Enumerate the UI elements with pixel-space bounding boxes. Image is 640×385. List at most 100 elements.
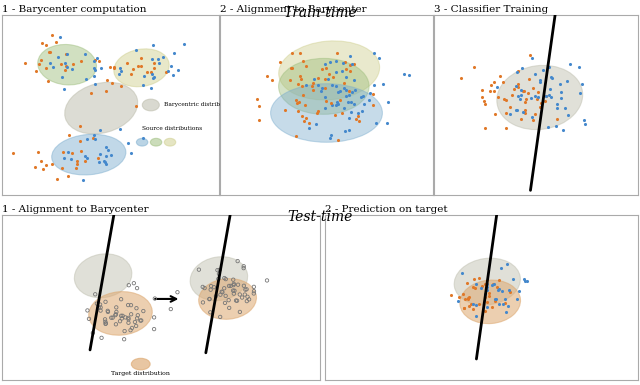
Text: Test-time: Test-time — [287, 210, 353, 224]
Point — [331, 83, 341, 89]
Point — [469, 276, 479, 283]
Point — [80, 158, 90, 164]
Point — [319, 60, 330, 67]
Ellipse shape — [65, 82, 138, 134]
Point — [100, 316, 110, 322]
Point — [351, 116, 362, 122]
Point — [556, 95, 566, 101]
Point — [136, 62, 146, 69]
Point — [487, 282, 497, 288]
Point — [494, 301, 504, 307]
Point — [198, 284, 208, 290]
Point — [249, 290, 259, 296]
Point — [212, 267, 223, 273]
Point — [93, 155, 103, 161]
Point — [538, 67, 548, 73]
Point — [471, 302, 481, 308]
Point — [490, 298, 500, 304]
Point — [146, 69, 156, 75]
Point — [232, 298, 242, 304]
Point — [530, 93, 540, 99]
Point — [219, 285, 229, 291]
Point — [179, 42, 189, 48]
Point — [76, 138, 86, 144]
Point — [516, 92, 526, 99]
Point — [513, 80, 524, 87]
Point — [111, 321, 121, 327]
Point — [462, 296, 472, 302]
Point — [500, 309, 511, 315]
Point — [498, 79, 508, 85]
Ellipse shape — [74, 254, 132, 298]
Point — [132, 63, 143, 69]
Point — [233, 281, 243, 288]
Point — [518, 109, 528, 115]
Point — [533, 94, 543, 100]
Point — [89, 73, 99, 79]
Point — [552, 101, 563, 107]
Point — [340, 93, 351, 99]
Point — [44, 78, 54, 84]
Point — [147, 56, 157, 62]
Point — [220, 275, 230, 281]
Point — [320, 105, 330, 111]
Point — [535, 104, 545, 110]
Point — [123, 302, 133, 308]
Point — [90, 81, 100, 87]
Point — [241, 286, 252, 292]
Point — [106, 315, 116, 321]
Point — [100, 159, 110, 165]
Point — [100, 319, 111, 325]
Point — [369, 50, 379, 57]
Point — [209, 284, 219, 290]
Text: 2 - Alignment to Barycenter: 2 - Alignment to Barycenter — [220, 5, 367, 14]
Point — [131, 323, 141, 329]
Point — [530, 111, 540, 117]
Point — [297, 113, 307, 119]
Point — [56, 74, 67, 80]
Point — [153, 56, 163, 62]
Point — [287, 50, 297, 57]
Point — [20, 60, 30, 66]
Point — [516, 65, 527, 71]
Point — [490, 296, 500, 303]
Point — [149, 74, 159, 80]
Point — [116, 68, 126, 74]
Point — [100, 321, 111, 327]
Point — [29, 164, 40, 170]
Point — [462, 280, 472, 286]
Point — [61, 64, 72, 70]
Point — [323, 76, 333, 82]
Point — [51, 39, 61, 45]
Point — [368, 90, 378, 97]
Point — [126, 71, 136, 77]
Point — [331, 102, 341, 108]
Text: Barycentric distribution: Barycentric distribution — [164, 102, 235, 107]
Point — [108, 315, 118, 321]
Point — [468, 301, 478, 307]
Point — [8, 149, 18, 156]
Point — [223, 297, 234, 303]
Point — [479, 308, 490, 314]
Point — [130, 319, 140, 325]
Point — [335, 88, 346, 94]
Point — [301, 82, 312, 89]
Point — [60, 154, 70, 161]
Point — [142, 69, 152, 75]
Point — [465, 301, 476, 307]
Point — [95, 127, 105, 133]
Point — [525, 52, 535, 58]
Point — [528, 85, 538, 91]
Point — [305, 125, 315, 131]
Point — [63, 173, 73, 179]
Point — [320, 85, 330, 91]
Point — [505, 104, 515, 110]
Point — [90, 136, 100, 142]
Point — [468, 306, 478, 312]
Point — [535, 79, 545, 85]
Point — [124, 316, 134, 322]
Point — [307, 84, 317, 90]
Point — [476, 285, 486, 291]
Point — [200, 285, 210, 291]
Point — [335, 97, 346, 103]
